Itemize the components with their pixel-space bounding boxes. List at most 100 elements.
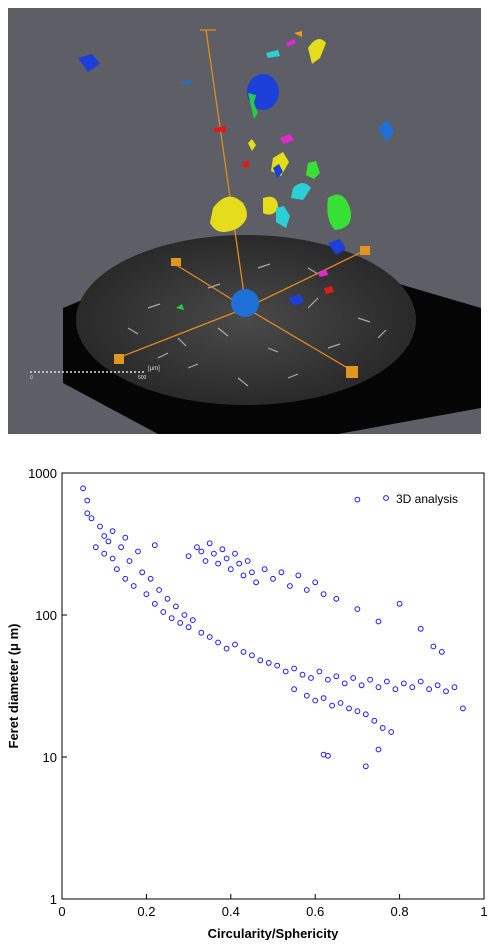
data-point: [438, 649, 445, 655]
data-point: [333, 673, 340, 680]
data-point: [257, 657, 264, 664]
data-point: [375, 618, 382, 625]
data-point: [105, 538, 112, 545]
data-point: [371, 717, 378, 724]
x-axis-ticks: 0 0.2 0.4 0.6 0.8 1: [58, 894, 488, 919]
x-axis-title: Circularity/Sphericity: [208, 926, 340, 940]
data-point: [80, 485, 86, 492]
data-point: [367, 676, 374, 683]
data-point: [101, 550, 108, 557]
data-point: [291, 665, 298, 672]
data-point: [232, 641, 238, 648]
data-point: [409, 684, 416, 691]
data-point: [168, 615, 175, 622]
x-tick-label: 0.6: [306, 904, 324, 919]
data-point: [236, 560, 243, 567]
data-point: [198, 629, 205, 636]
data-point: [354, 606, 361, 613]
data-point: [97, 523, 103, 530]
y-axis-title: Feret diameter (μ m): [6, 624, 21, 749]
scale-bar-tick-start: 0: [30, 375, 33, 381]
data-point: [270, 575, 276, 582]
data-point: [253, 579, 260, 586]
x-tick-label: 0.8: [391, 904, 409, 919]
frame-handles: [114, 246, 370, 378]
data-point: [118, 544, 124, 551]
data-point: [194, 544, 200, 551]
data-point: [333, 595, 340, 602]
data-point: [177, 620, 184, 626]
data-point: [350, 675, 357, 681]
3d-render-canvas: [µm] 0 500: [30, 29, 481, 434]
data-point: [362, 711, 369, 718]
legend-marker: [383, 495, 389, 501]
data-point: [291, 686, 298, 693]
data-point: [84, 497, 91, 504]
data-point: [278, 569, 285, 576]
data-point: [320, 591, 327, 598]
data-point: [215, 639, 222, 646]
x-tick-label: 0.4: [222, 904, 240, 919]
data-point: [215, 560, 222, 567]
data-point: [109, 528, 116, 534]
data-point: [156, 587, 163, 593]
scale-bar-tick-end: 500: [138, 375, 147, 381]
data-point: [354, 708, 361, 715]
data-point: [135, 548, 141, 555]
data-point: [325, 752, 331, 759]
data-point: [312, 579, 319, 586]
x-tick-label: 1: [480, 904, 487, 919]
data-point: [358, 682, 365, 689]
data-point: [354, 496, 361, 503]
data-point: [295, 572, 302, 579]
data-point: [388, 729, 395, 735]
data-point: [227, 566, 234, 573]
data-point: [274, 662, 281, 669]
data-point: [122, 575, 129, 582]
data-point: [211, 550, 217, 557]
data-point: [185, 553, 192, 559]
data-point: [185, 624, 192, 631]
data-point: [261, 566, 268, 573]
data-point: [299, 671, 306, 678]
tissue-texture: [127, 263, 387, 387]
data-point: [341, 680, 348, 687]
segmented-objects: [78, 31, 394, 317]
data-point: [109, 555, 116, 562]
data-point: [434, 682, 441, 689]
data-point: [316, 668, 323, 675]
data-point: [206, 634, 213, 640]
data-point: [151, 600, 158, 607]
data-point: [139, 569, 146, 576]
data-point: [206, 540, 213, 547]
data-point: [443, 688, 449, 695]
data-point: [392, 686, 399, 693]
data-point: [308, 675, 314, 681]
scale-bar-unit: [µm]: [148, 366, 160, 372]
data-point: [379, 725, 386, 731]
data-point: [400, 680, 407, 687]
y-tick-label: 1000: [28, 466, 57, 481]
x-tick-label: 0.2: [137, 904, 155, 919]
scatter-chart: 0 0.2 0.4 0.6 0.8 1 1 10 100 1000 3D analysis Ci…: [0, 452, 489, 941]
data-point: [198, 548, 205, 555]
data-point: [130, 583, 137, 589]
data-point: [126, 558, 133, 564]
data-point: [232, 550, 238, 557]
data-point: [240, 572, 247, 579]
data-point: [430, 643, 437, 650]
data-point: [337, 700, 344, 706]
data-point: [189, 617, 196, 624]
plot-area-frame: [61, 472, 485, 900]
data-point: [223, 645, 230, 652]
data-point: [244, 558, 251, 564]
data-point: [375, 684, 382, 691]
data-point: [143, 591, 150, 598]
data-point: [164, 595, 171, 602]
data-point: [282, 668, 289, 675]
data-point: [160, 609, 167, 615]
scatter-chart-svg: 0 0.2 0.4 0.6 0.8 1 1 10 100 1000 3D analysis Ci…: [6, 466, 488, 941]
data-point: [92, 544, 99, 551]
data-point: [147, 575, 154, 582]
data-points: [80, 485, 466, 770]
